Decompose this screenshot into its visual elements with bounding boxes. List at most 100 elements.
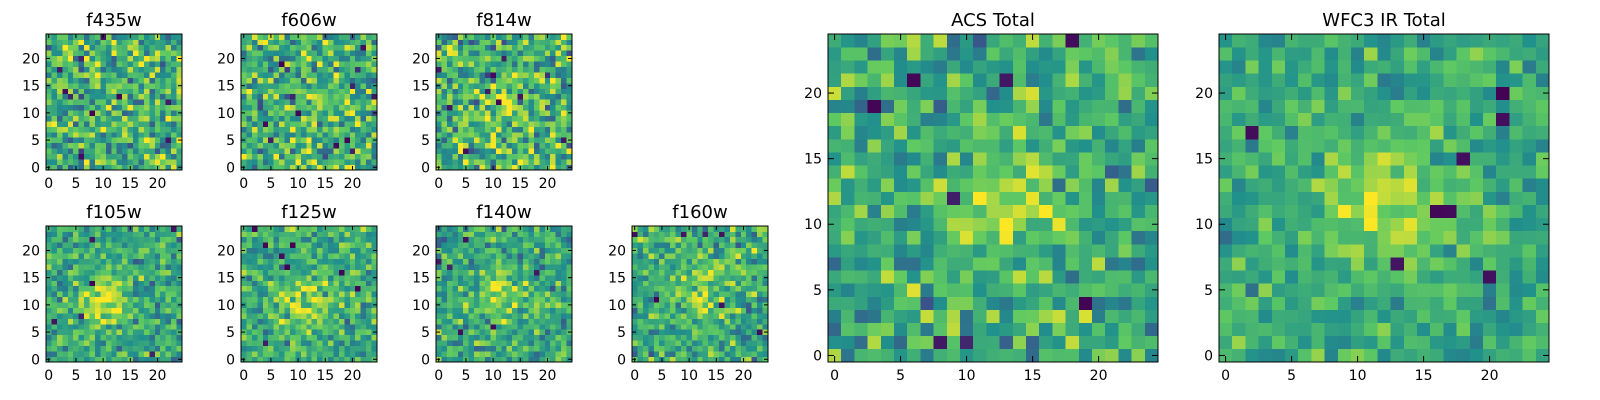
heatmap-cell — [89, 77, 96, 84]
heatmap-cell — [653, 356, 660, 363]
heatmap-cell — [241, 131, 247, 138]
heatmap-cell — [51, 296, 58, 303]
heatmap-cell — [729, 351, 736, 357]
heatmap-cell — [127, 153, 134, 160]
heatmap-cell — [56, 318, 63, 325]
heatmap-cell — [1039, 348, 1053, 363]
heatmap-cell — [973, 191, 987, 205]
heatmap-cell — [1039, 283, 1053, 297]
heatmap-cell — [468, 280, 475, 287]
heatmap-cell — [268, 264, 274, 270]
heatmap-cell — [986, 257, 1000, 271]
heatmap-cell — [1144, 243, 1159, 258]
heatmap-cell — [262, 121, 269, 127]
heatmap-cell — [94, 82, 101, 89]
heatmap-cell — [306, 99, 313, 106]
heatmap-cell — [338, 115, 345, 122]
heatmap-cell — [555, 66, 562, 73]
heatmap-cell — [273, 280, 280, 287]
heatmap-cell — [246, 153, 253, 160]
heatmap-cell — [279, 115, 285, 122]
heatmap-cell — [100, 61, 107, 67]
heatmap-cell — [463, 334, 469, 341]
heatmap-cell — [702, 356, 709, 363]
heatmap-cell — [539, 126, 546, 133]
heatmap-cell — [484, 159, 491, 165]
heatmap-cell — [463, 307, 469, 314]
heatmap-cell — [360, 269, 367, 276]
heatmap-cell — [56, 34, 63, 40]
heatmap-cell — [111, 340, 118, 347]
y-tick-label: 10 — [22, 298, 40, 314]
heatmap-cell — [946, 283, 961, 297]
heatmap-cell — [452, 296, 459, 303]
heatmap-cell — [133, 55, 139, 62]
heatmap-cell — [51, 137, 58, 144]
heatmap-cell — [533, 264, 540, 270]
heatmap-cell — [691, 236, 698, 243]
heatmap-cell — [894, 309, 908, 323]
heatmap-cell — [880, 243, 895, 258]
heatmap-cell — [999, 283, 1014, 297]
heatmap-cell — [664, 247, 671, 254]
heatmap-cell — [501, 131, 508, 138]
heatmap-cell — [262, 264, 269, 270]
heatmap-cell — [708, 231, 714, 238]
heatmap-cell — [713, 296, 720, 303]
heatmap-cell — [495, 253, 502, 259]
heatmap-cell — [490, 153, 497, 160]
heatmap-cell — [533, 274, 540, 281]
heatmap-cell — [366, 318, 372, 325]
heatmap-cell — [149, 153, 156, 160]
heatmap-cell — [333, 61, 340, 67]
heatmap-cell — [284, 302, 291, 308]
heatmap-cell — [165, 318, 172, 325]
heatmap-cell — [452, 104, 459, 111]
heatmap-cell — [268, 61, 274, 67]
heatmap-cell — [1065, 348, 1080, 363]
heatmap-cell — [697, 236, 704, 243]
heatmap-cell — [484, 115, 491, 122]
heatmap-cell — [171, 264, 177, 270]
heatmap-cell — [1144, 270, 1159, 284]
heatmap-cell — [436, 269, 442, 276]
heatmap-cell — [284, 274, 291, 281]
heatmap-cell — [349, 121, 356, 127]
heatmap-cell — [143, 258, 150, 265]
heatmap-cell — [757, 236, 763, 243]
heatmap-cell — [46, 66, 52, 73]
heatmap-cell — [528, 296, 535, 303]
heatmap-cell — [713, 302, 720, 308]
heatmap-cell — [246, 274, 253, 281]
heatmap-cell — [344, 264, 351, 270]
heatmap-cell — [317, 253, 323, 259]
heatmap-cell — [160, 148, 167, 155]
heatmap-cell — [165, 50, 172, 57]
heatmap-cell — [501, 296, 508, 303]
heatmap-cell — [495, 302, 502, 308]
heatmap-cell — [533, 313, 540, 319]
heatmap-cell — [642, 340, 649, 347]
heatmap-cell — [1039, 204, 1053, 219]
heatmap-cell — [691, 291, 698, 298]
axes-frame — [45, 33, 183, 171]
heatmap-cell — [686, 280, 693, 287]
heatmap-cell — [133, 99, 139, 106]
heatmap-cell — [344, 231, 351, 238]
heatmap-cell — [46, 115, 52, 122]
heatmap-cell — [653, 351, 660, 357]
heatmap-cell — [907, 335, 921, 350]
heatmap-cell — [241, 44, 247, 51]
heatmap-cell — [637, 323, 644, 330]
heatmap-cell — [484, 66, 491, 73]
heatmap-cell — [446, 104, 453, 111]
heatmap-cell — [452, 226, 459, 232]
heatmap-cell — [84, 72, 90, 78]
heatmap-cell — [561, 247, 567, 254]
heatmap-cell — [122, 126, 128, 133]
heatmap-cell — [355, 99, 362, 106]
heatmap-cell — [94, 153, 101, 160]
heatmap-cell — [648, 226, 655, 232]
heatmap-cell — [149, 137, 156, 144]
heatmap-cell — [854, 152, 868, 166]
